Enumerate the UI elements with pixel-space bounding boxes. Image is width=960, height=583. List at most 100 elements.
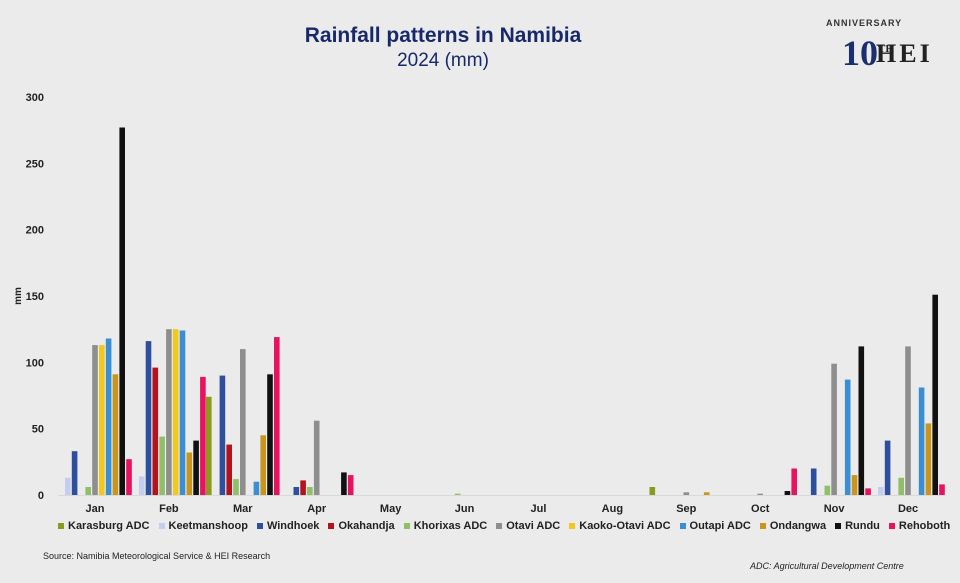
bar-karasburg-adc-sep: [649, 487, 656, 495]
bar-kaoko-otavi-adc-feb: [172, 329, 179, 495]
legend-swatch: [256, 523, 263, 529]
legend-item: Otavi ADC: [496, 520, 560, 532]
bar-otavi-adc-sep: [683, 492, 690, 495]
bar-windhoek-dec: [884, 440, 891, 495]
y-tick-label: 300: [26, 92, 44, 104]
x-tick-label: Jul: [531, 503, 547, 515]
x-tick-label: Nov: [824, 503, 846, 515]
legend-label: Windhoek: [266, 520, 320, 532]
legend-swatch: [496, 523, 503, 529]
bar-windhoek-feb: [145, 341, 152, 495]
bar-ondangwa-mar: [260, 435, 266, 495]
legend-item: Ondangwa: [759, 520, 827, 532]
bar-khorixas-adc-feb: [159, 436, 165, 495]
bar-rundu-apr: [341, 472, 347, 495]
x-tick-label: Oct: [751, 503, 770, 515]
bar-outapi-adc-jan: [105, 338, 112, 495]
bar-rehoboth-oct: [791, 468, 797, 495]
legend-label: Otavi ADC: [506, 520, 561, 532]
bar-ondangwa-dec: [925, 423, 932, 495]
bar-windhoek-jan: [71, 451, 78, 495]
bar-windhoek-nov: [810, 468, 817, 495]
legend-swatch: [888, 523, 895, 529]
legend-item: Kaoko-Otavi ADC: [569, 520, 671, 532]
x-tick-label: Jan: [85, 503, 104, 515]
bar-ondangwa-sep: [703, 492, 710, 495]
bar-khorixas-adc-dec: [898, 477, 904, 495]
legend-label: Outapi ADC: [689, 520, 751, 532]
chart-title: Rainfall patterns in Namibia: [304, 24, 582, 47]
y-tick-label: 50: [32, 424, 44, 436]
legend-swatch: [58, 523, 64, 529]
legend-item: Windhoek: [256, 520, 320, 532]
bar-khorixas-adc-jan: [85, 487, 91, 495]
bar-otavi-adc-dec: [905, 346, 911, 495]
bar-ondangwa-jan: [112, 374, 119, 495]
bar-rundu-feb: [193, 440, 199, 495]
legend-label: Khorixas ADC: [413, 520, 488, 532]
bar-otavi-adc-oct: [757, 493, 763, 495]
logo-number: 10TH: [842, 33, 894, 73]
x-tick-label: Aug: [602, 503, 623, 515]
bar-rehoboth-apr: [347, 475, 354, 495]
chart-legend: Karasburg ADC Keetmanshoop Windhoek Okahand…: [58, 520, 958, 532]
bar-otavi-adc-mar: [240, 349, 246, 495]
legend-swatch: [835, 523, 842, 529]
legend-item: Keetmanshoop: [158, 520, 248, 532]
logo-brand: HEI: [876, 39, 933, 68]
bar-otavi-adc-apr: [313, 420, 320, 495]
x-tick-label: Jun: [455, 503, 475, 515]
bar-rundu-jan: [119, 127, 125, 495]
x-axis: Jan Feb Mar Apr May Jun Jul Aug Sep Oct Nov Dec: [58, 495, 945, 515]
x-tick-label: Sep: [676, 503, 696, 515]
legend-swatch: [158, 523, 165, 529]
bar-outapi-adc-nov: [844, 379, 851, 495]
y-axis: 0 50 100 150 200 250 300: [26, 92, 44, 502]
bar-windhoek-apr: [293, 487, 300, 495]
source-note: Source: Namibia Meteorological Service &…: [43, 551, 271, 561]
legend-label: Okahandja: [338, 520, 395, 532]
legend-item: Karasburg ADC: [58, 520, 150, 532]
bar-rehoboth-jan: [126, 459, 132, 495]
bar-karasburg-adc-mar: [206, 396, 212, 495]
legend-swatch: [328, 523, 335, 529]
y-tick-label: 200: [26, 225, 44, 237]
footnote: ADC: Agricultural Development Centre: [740, 561, 904, 571]
bars-group: [65, 127, 945, 495]
bar-khorixas-adc-mar: [233, 479, 239, 495]
legend-label: Karasburg ADC: [68, 520, 150, 532]
bar-rehoboth-mar: [274, 337, 280, 495]
legend-item: Rundu: [835, 520, 880, 532]
chart-subtitle: 2024 (mm): [397, 50, 489, 71]
legend-item: Okahandja: [328, 520, 395, 532]
bar-otavi-adc-jan: [92, 345, 98, 495]
bar-rehoboth-nov: [865, 488, 871, 495]
legend-item: Outapi ADC: [679, 520, 751, 532]
bar-otavi-adc-nov: [831, 363, 837, 495]
x-tick-label: Dec: [898, 503, 918, 515]
bar-khorixas-adc-apr: [307, 487, 313, 495]
y-tick-label: 250: [26, 158, 44, 170]
x-tick-label: Feb: [159, 503, 179, 515]
legend-label: Ondangwa: [769, 520, 827, 532]
legend-item: Khorixas ADC: [403, 520, 488, 532]
logo-arc-text: ANNIVERSARY: [826, 18, 903, 28]
footnote-text: ADC: Agricultural Development Centre: [750, 561, 904, 571]
bar-otavi-adc-feb: [166, 329, 172, 495]
x-tick-label: Mar: [233, 503, 253, 515]
bar-keetmanshoop-dec: [878, 487, 884, 495]
bar-ondangwa-nov: [851, 475, 858, 495]
legend-swatch: [679, 523, 686, 529]
y-tick-label: 0: [38, 490, 44, 502]
bar-khorixas-adc-jun: [454, 493, 461, 495]
bar-okahandja-feb: [152, 367, 159, 495]
bar-okahandja-mar: [226, 444, 232, 495]
legend-label: Rehoboth: [898, 520, 951, 532]
bar-outapi-adc-dec: [918, 387, 925, 495]
y-tick-label: 100: [26, 357, 44, 369]
y-tick-label: 150: [26, 291, 44, 303]
bar-ondangwa-feb: [186, 452, 193, 495]
legend-item: Rehoboth: [888, 520, 951, 532]
bar-khorixas-adc-nov: [824, 485, 831, 495]
